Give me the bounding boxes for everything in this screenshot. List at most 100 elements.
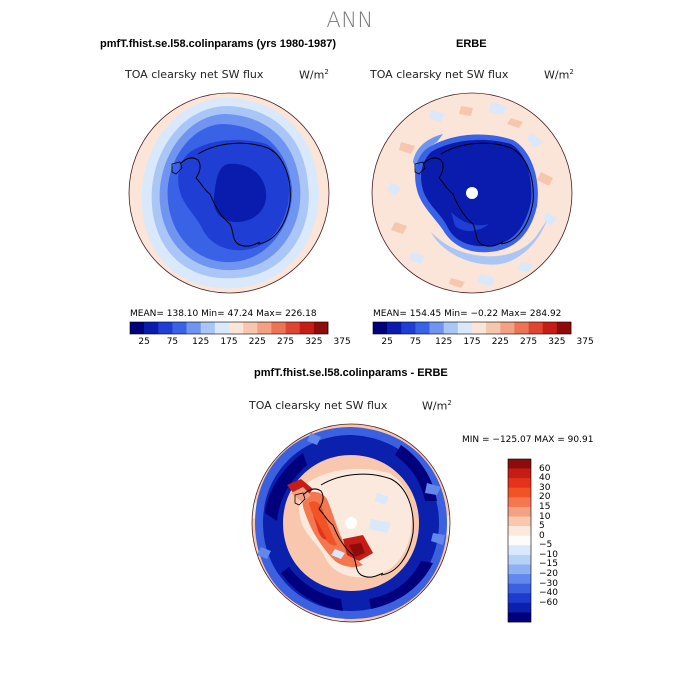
panel-model-colorbar-ticks: 25 75 125 175 225 275 325 375	[130, 337, 350, 349]
panel-obs-colorbar-swatch	[542, 322, 558, 334]
panel-diff-colorbar-tick-label: −10	[539, 549, 558, 560]
panel-model-colorbar-tick-label: 75	[166, 337, 179, 347]
panel-model-colorbar-swatch	[144, 322, 159, 334]
panel-obs-colorbar-tick-label: 275	[519, 337, 538, 347]
panel-model-colorbar-tick-label: 275	[276, 337, 295, 347]
panel-obs-colorbar-tick-label: 175	[463, 337, 481, 347]
panel-obs-colorbar-swatch	[472, 322, 487, 334]
panel-diff-colorbar-tick-label: 0	[539, 530, 545, 541]
panel-obs-colorbar-swatch	[387, 322, 402, 334]
panel-obs-colorbar-swatch	[528, 322, 544, 334]
panel-model-colorbar-tick-label: 325	[305, 337, 323, 347]
panel-obs-colorbar-swatch	[457, 322, 473, 334]
panel-obs-colorbar-swatch	[556, 322, 572, 334]
panel-diff-colorbar-swatch	[508, 564, 531, 575]
panel-diff-colorbar-tick-label: −5	[539, 540, 553, 551]
panel-diff-colorbar-tick-label: 20	[539, 492, 551, 503]
panel-obs-colorbar-swatch	[429, 322, 445, 334]
panel-model-colorbar-tick-label: 175	[220, 337, 238, 347]
figure-title: ANN	[326, 8, 374, 32]
panel-obs-colorbar-swatch	[373, 322, 388, 334]
panel-model-colorbar-border	[129, 321, 329, 335]
panel-obs-colorbar-tick-label: 75	[409, 337, 422, 347]
panel-diff-map	[251, 423, 451, 623]
panel-diff-colorbar-ticks: 60 40 30 20 15 10 5 0 −5 −10 −15 −20 −30 −40 −60	[539, 459, 579, 622]
panel-obs-variable: TOA clearsky net SW flux	[370, 68, 509, 81]
panel-diff-colorbar-tick-label: 15	[539, 501, 551, 512]
panel-obs-colorbar-swatch	[486, 322, 501, 334]
panel-diff-colorbar-tick-label: −30	[539, 578, 558, 589]
panel-model-colorbar-tick-label: 125	[192, 337, 210, 347]
panel-model-colorbar-swatch	[158, 322, 173, 334]
panel-diff-colorbar-border	[507, 458, 532, 623]
panel-diff-variable: TOA clearsky net SW flux	[249, 399, 388, 412]
panel-model-colorbar-swatch	[130, 322, 145, 334]
panel-diff-colorbar-tick-label: 40	[539, 473, 551, 484]
panel-model-colorbar-tick-label: 25	[138, 337, 150, 347]
panel-diff-colorbar-swatch	[508, 497, 531, 508]
panel-obs-colorbar-ticks: 25 75 125 175 225 275 325 375	[373, 337, 593, 349]
panel-obs-colorbar	[372, 321, 572, 335]
panel-diff-colorbar-swatch	[508, 516, 531, 527]
panel-diff-colorbar-swatch	[508, 612, 531, 623]
panel-obs-colorbar-border	[372, 321, 572, 335]
panel-diff-colorbar-tick-label: −60	[539, 597, 558, 608]
panel-obs-stats: MEAN= 154.45 Min= −0.22 Max= 284.92	[373, 309, 562, 319]
panel-diff-colorbar-swatch	[508, 574, 531, 584]
panel-model-variable: TOA clearsky net SW flux	[125, 68, 264, 81]
panel-obs-colorbar-swatch	[443, 322, 459, 334]
panel-obs-colorbar-tick-label: 125	[435, 337, 453, 347]
panel-diff-stats: MIN = −125.07 MAX = 90.91	[462, 435, 594, 445]
panel-diff-colorbar-tick-label: 5	[539, 521, 545, 532]
panel-model-colorbar-tick-label: 225	[248, 337, 266, 347]
panel-obs-colorbar-tick-label: 375	[576, 337, 594, 347]
panel-model-map	[128, 92, 330, 294]
panel-model-colorbar-tick-label: 375	[333, 337, 351, 347]
panel-model-colorbar	[129, 321, 329, 335]
panel-obs-unit: W/m2	[544, 68, 574, 82]
panel-diff-colorbar-tick-label: −20	[539, 569, 558, 580]
panel-model-colorbar-swatch	[285, 322, 301, 334]
panel-obs-colorbar-swatch	[401, 322, 416, 334]
panel-obs-colorbar-swatch	[415, 322, 430, 334]
panel-diff-unit: W/m2	[422, 399, 452, 413]
panel-model-colorbar-swatch	[299, 322, 315, 334]
panel-model-colorbar-swatch	[214, 322, 230, 334]
panel-model-colorbar-swatch	[257, 322, 272, 334]
panel-diff-colorbar-swatch	[508, 602, 531, 613]
panel-diff-colorbar	[507, 458, 532, 623]
panel-diff-colorbar-tick-label: 60	[539, 463, 551, 474]
panel-diff-colorbar-swatch	[508, 535, 531, 546]
panel-model-stats: MEAN= 138.10 Min= 47.24 Max= 226.18	[130, 309, 317, 319]
panel-diff-colorbar-tick-label: −15	[539, 559, 558, 570]
panel-diff-colorbar-swatch	[508, 506, 531, 517]
panel-model-colorbar-swatch	[172, 322, 187, 334]
panel-diff-colorbar-swatch	[508, 583, 531, 594]
panel-diff-colorbar-tick-label: 10	[539, 511, 551, 522]
panel-model-colorbar-swatch	[271, 322, 286, 334]
panel-diff-colorbar-tick-label: 30	[539, 482, 551, 493]
panel-model-colorbar-swatch	[229, 322, 244, 334]
panel-diff-title: pmfT.fhist.se.l58.colinparams - ERBE	[254, 367, 448, 379]
panel-model-colorbar-swatch	[200, 322, 216, 334]
panel-diff-colorbar-tick-label: −40	[539, 588, 558, 599]
panel-obs-colorbar-tick-label: 325	[548, 337, 566, 347]
panel-diff-colorbar-swatch	[508, 526, 531, 537]
panel-model-colorbar-swatch	[313, 322, 329, 334]
panel-diff-colorbar-swatch	[508, 593, 531, 604]
panel-diff-colorbar-swatch	[508, 554, 531, 565]
panel-obs-title: ERBE	[456, 38, 487, 50]
panel-obs-colorbar-tick-label: 225	[491, 337, 509, 347]
panel-diff-colorbar-swatch	[508, 487, 531, 498]
panel-diff-colorbar-swatch	[508, 478, 531, 489]
panel-obs-colorbar-swatch	[514, 322, 529, 334]
panel-obs-map	[371, 92, 573, 294]
panel-diff-colorbar-swatch	[508, 545, 531, 556]
panel-obs-colorbar-swatch	[500, 322, 515, 334]
panel-model-title: pmfT.fhist.se.l58.colinparams (yrs 1980-…	[100, 38, 336, 50]
panel-diff-colorbar-swatch	[508, 468, 531, 479]
panel-obs-colorbar-tick-label: 25	[381, 337, 393, 347]
panel-diff-colorbar-swatch	[508, 459, 531, 469]
panel-model-unit: W/m2	[299, 68, 329, 82]
panel-model-colorbar-swatch	[186, 322, 202, 334]
